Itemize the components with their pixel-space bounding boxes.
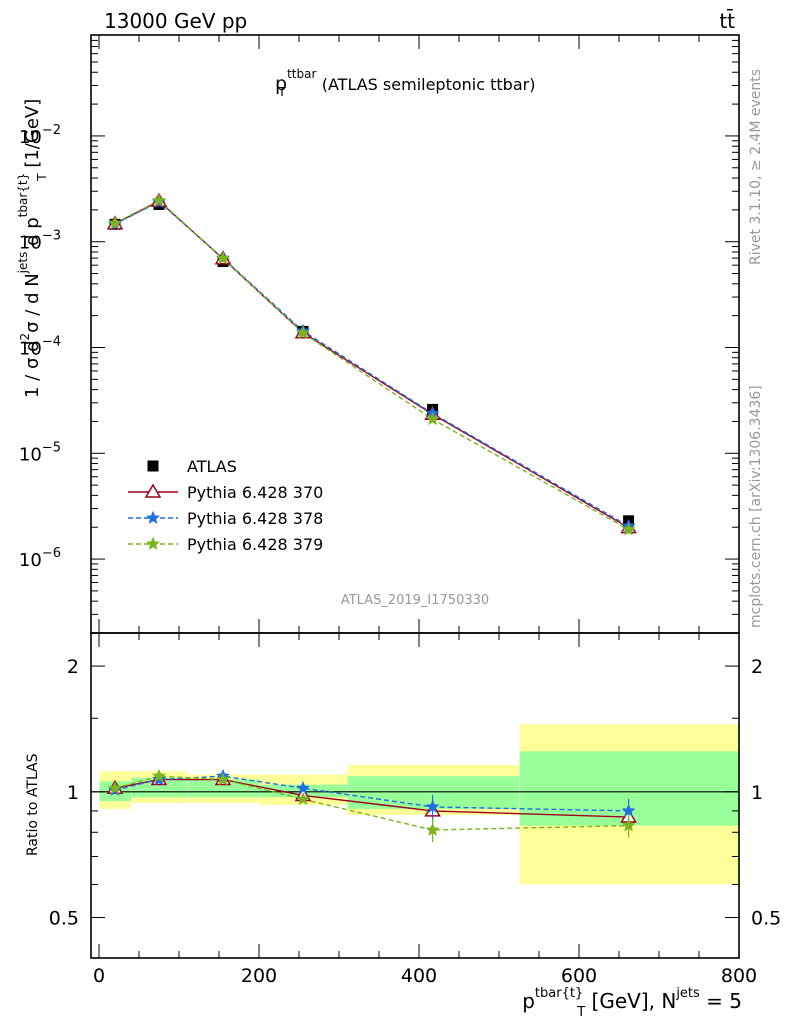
xlabel-b: [GeV], N [585,989,676,1013]
x-tick-label: 200 [241,965,277,987]
ratio-y-tick-label-right: 0.5 [751,908,781,930]
ratio-point-p379 [108,780,122,795]
data-point-p379 [108,215,122,229]
ratio-panel-frame [90,632,740,959]
main-panel: 10−610−510−410−310−2 pttbar T (ATLAS semil… [16,34,740,634]
main-plot-title: pttbar T (ATLAS semileptonic ttbar) [275,67,535,99]
x-tick-label: 0 [93,965,105,987]
data-point-p379 [152,193,166,207]
ylabel-a: 1 / σ d [22,340,43,398]
data-point-p379 [621,522,636,536]
y-tick-mantissa: 10 [19,233,42,254]
y-tick-label: 10−5 [19,440,61,465]
ratio-point-p379 [621,818,636,832]
ratio-point-p379 [216,772,230,786]
title-main: p [275,73,287,95]
ratio-point-p378 [296,780,310,795]
y-tick-exponent: −3 [42,229,61,244]
ratio-y-tick-label: 0.5 [49,908,79,930]
data-point-p379 [296,325,310,339]
y-tick-exponent: −4 [42,335,61,350]
ratio-ylabel: Ratio to ATLAS [25,753,41,856]
main-plot-content [106,192,637,536]
y-tick-label: 10−4 [19,335,61,360]
legend: ATLAS Pythia 6.428 370 Pythia 6.428 378 Pyt… [128,457,323,554]
ratio-y-tick-label: 1 [67,782,79,804]
xlabel-c: = 5 [700,989,742,1013]
series-line-p370 [114,200,629,529]
series-line-p378 [114,775,629,812]
legend-label-p370: Pythia 6.428 370 [187,483,323,502]
legend-label-p378: Pythia 6.428 378 [187,509,323,528]
legend-marker-p378 [146,510,160,524]
legend-marker-atlas [147,460,159,472]
analysis-watermark: ATLAS_2019_I1750330 [341,593,489,608]
y-tick-label: 10−3 [19,229,61,254]
mcplots-label: mcplots.cern.ch [arXiv:1306.3436] [748,385,764,628]
ylabel-a-sup: 2 [18,333,32,341]
ylabel-d: [1/GeV] [22,99,43,174]
ratio-xlabel: ptbar{t} T [GeV], Njets = 5 [522,986,742,1020]
x-tick-label: 800 [721,965,757,987]
data-point-p379 [425,411,440,426]
title-sup: ttbar [287,67,316,81]
ratio-y-tick-label-right: 2 [751,656,763,678]
series-line-p370 [114,778,629,818]
ratio-y-tick-label-right: 1 [751,782,763,804]
y-tick-exponent: −5 [42,440,61,455]
y-tick-exponent: −2 [42,123,61,138]
main-axes: 10−610−510−410−310−2 [19,34,740,634]
energy-label: 13000 GeV pp [104,9,247,33]
y-tick-label: 10−2 [19,123,61,148]
ratio-point-p379 [425,822,440,836]
title-rest: (ATLAS semileptonic ttbar) [322,75,536,94]
y-tick-label: 10−6 [19,546,61,571]
ratio-y-tick-label: 2 [67,656,79,678]
process-label: tt̄ [719,8,735,33]
x-tick-label: 400 [401,965,437,987]
legend-label-atlas: ATLAS [187,457,237,476]
xlabel-a-sub: T [576,1005,585,1020]
ratio-point-p378 [425,799,440,813]
legend-label-p379: Pythia 6.428 379 [187,535,323,554]
ylabel-c-sub: T [35,173,49,182]
y-tick-mantissa: 10 [19,550,42,571]
series-line-p378 [114,201,629,527]
legend-marker-p370 [144,483,162,498]
ylabel-c-sup: tbar{t} [16,173,30,218]
legend-marker-p379 [146,536,160,550]
ratio-point-p379 [296,791,310,806]
y-tick-mantissa: 10 [19,339,42,360]
ratio-axes: 0.5 0.5 1 1 2 2 0 200 400 600 800 [49,633,781,987]
y-tick-exponent: −6 [42,546,61,561]
ylabel-c: d p [22,217,43,251]
series-line-p379 [114,199,629,531]
ylabel-b: σ / d N [22,273,43,333]
rivet-version-label: Rivet 3.1.10, ≥ 2.4M events [748,69,764,265]
xlabel-a-sup: tbar{t} [535,986,583,1001]
main-ylabel: 1 / σ d2σ / d Njets d ptbar{t} T [1/GeV] [16,99,49,398]
y-tick-mantissa: 10 [19,444,42,465]
xlabel-b-sup: jets [675,986,700,1001]
ratio-panel: 0.5 0.5 1 1 2 2 0 200 400 600 800 Ratio to ATLAS p… [25,632,781,1020]
data-point-p379 [216,251,230,265]
x-tick-label: 600 [561,965,597,987]
ratio-plot-content [91,724,739,885]
ratio-point-p379 [152,768,166,783]
ylabel-b-sup: jets [16,252,30,275]
title-sub: T [277,85,286,99]
xlabel-a: p [522,989,535,1013]
y-tick-mantissa: 10 [19,127,42,148]
